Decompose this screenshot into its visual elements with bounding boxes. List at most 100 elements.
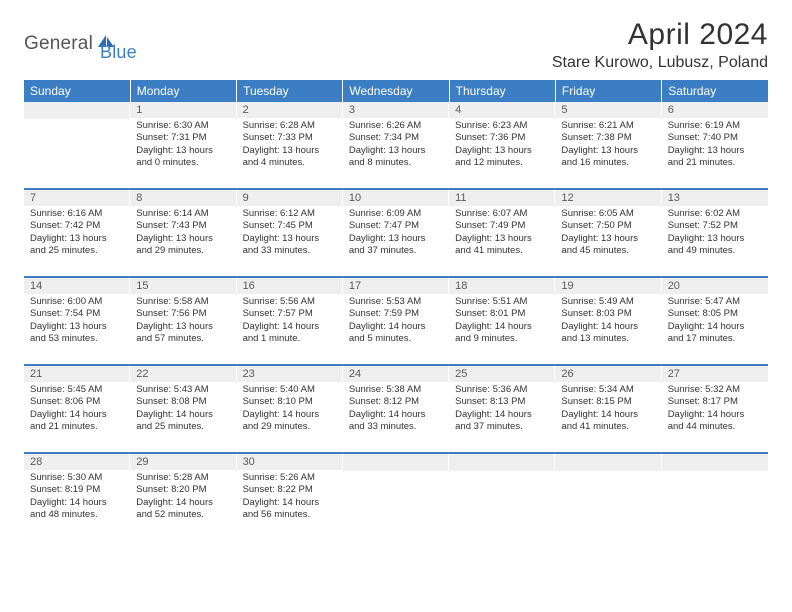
day-number: 30 xyxy=(237,454,343,470)
day-info: Sunrise: 5:49 AMSunset: 8:03 PMDaylight:… xyxy=(555,294,661,345)
sunset-text: Sunset: 7:33 PM xyxy=(243,132,337,144)
calendar-day-cell: 30Sunrise: 5:26 AMSunset: 8:22 PMDayligh… xyxy=(237,454,343,540)
sunrise-text: Sunrise: 5:38 AM xyxy=(349,384,443,396)
day-info: Sunrise: 6:28 AMSunset: 7:33 PMDaylight:… xyxy=(237,118,343,169)
daylight-text: Daylight: 13 hours and 25 minutes. xyxy=(30,233,124,258)
calendar-day-cell: 6Sunrise: 6:19 AMSunset: 7:40 PMDaylight… xyxy=(662,102,768,188)
daylight-text: Daylight: 13 hours and 37 minutes. xyxy=(349,233,443,258)
sunrise-text: Sunrise: 6:26 AM xyxy=(349,120,443,132)
sunrise-text: Sunrise: 5:53 AM xyxy=(349,296,443,308)
daylight-text: Daylight: 14 hours and 1 minute. xyxy=(243,321,337,346)
daylight-text: Daylight: 14 hours and 37 minutes. xyxy=(455,409,549,434)
sunrise-text: Sunrise: 5:47 AM xyxy=(668,296,762,308)
daylight-text: Daylight: 14 hours and 13 minutes. xyxy=(561,321,655,346)
calendar-table: Sunday Monday Tuesday Wednesday Thursday… xyxy=(24,80,768,540)
daylight-text: Daylight: 13 hours and 8 minutes. xyxy=(349,145,443,170)
weekday-header: Sunday xyxy=(24,80,130,102)
day-info: Sunrise: 6:21 AMSunset: 7:38 PMDaylight:… xyxy=(555,118,661,169)
weekday-header: Saturday xyxy=(662,80,768,102)
sunrise-text: Sunrise: 6:00 AM xyxy=(30,296,124,308)
sunset-text: Sunset: 8:12 PM xyxy=(349,396,443,408)
day-number: 26 xyxy=(555,366,661,382)
sunset-text: Sunset: 8:20 PM xyxy=(136,484,230,496)
sunset-text: Sunset: 7:57 PM xyxy=(243,308,337,320)
calendar-day-cell xyxy=(662,454,768,540)
sunrise-text: Sunrise: 5:49 AM xyxy=(561,296,655,308)
sunrise-text: Sunrise: 6:14 AM xyxy=(136,208,230,220)
sunset-text: Sunset: 7:42 PM xyxy=(30,220,124,232)
sunset-text: Sunset: 7:59 PM xyxy=(349,308,443,320)
calendar-day-cell: 14Sunrise: 6:00 AMSunset: 7:54 PMDayligh… xyxy=(24,278,130,364)
daylight-text: Daylight: 14 hours and 21 minutes. xyxy=(30,409,124,434)
day-info: Sunrise: 6:00 AMSunset: 7:54 PMDaylight:… xyxy=(24,294,130,345)
sunset-text: Sunset: 7:36 PM xyxy=(455,132,549,144)
weekday-header-row: Sunday Monday Tuesday Wednesday Thursday… xyxy=(24,80,768,102)
day-number xyxy=(24,102,130,119)
calendar-day-cell: 9Sunrise: 6:12 AMSunset: 7:45 PMDaylight… xyxy=(237,190,343,276)
daylight-text: Daylight: 14 hours and 44 minutes. xyxy=(668,409,762,434)
day-number: 18 xyxy=(449,278,555,294)
daylight-text: Daylight: 14 hours and 17 minutes. xyxy=(668,321,762,346)
day-info: Sunrise: 6:09 AMSunset: 7:47 PMDaylight:… xyxy=(343,206,449,257)
sunset-text: Sunset: 7:38 PM xyxy=(561,132,655,144)
sunrise-text: Sunrise: 6:19 AM xyxy=(668,120,762,132)
sunset-text: Sunset: 8:15 PM xyxy=(561,396,655,408)
day-info: Sunrise: 6:19 AMSunset: 7:40 PMDaylight:… xyxy=(662,118,768,169)
daylight-text: Daylight: 13 hours and 41 minutes. xyxy=(455,233,549,258)
weekday-header: Thursday xyxy=(449,80,555,102)
sunrise-text: Sunrise: 6:02 AM xyxy=(668,208,762,220)
sunset-text: Sunset: 8:10 PM xyxy=(243,396,337,408)
sunset-text: Sunset: 7:49 PM xyxy=(455,220,549,232)
daylight-text: Daylight: 14 hours and 5 minutes. xyxy=(349,321,443,346)
sunrise-text: Sunrise: 5:36 AM xyxy=(455,384,549,396)
day-info: Sunrise: 6:02 AMSunset: 7:52 PMDaylight:… xyxy=(662,206,768,257)
sunrise-text: Sunrise: 6:12 AM xyxy=(243,208,337,220)
sunrise-text: Sunrise: 5:32 AM xyxy=(668,384,762,396)
sunrise-text: Sunrise: 5:56 AM xyxy=(243,296,337,308)
calendar-day-cell: 11 Sunrise: 6:07 AMSunset: 7:49 PMDayligh… xyxy=(449,190,555,276)
day-number: 29 xyxy=(130,454,236,470)
sunrise-text: Sunrise: 6:30 AM xyxy=(136,120,230,132)
sunset-text: Sunset: 7:34 PM xyxy=(349,132,443,144)
day-number: 2 xyxy=(237,102,343,118)
calendar-week-row: 7Sunrise: 6:16 AMSunset: 7:42 PMDaylight… xyxy=(24,190,768,276)
day-info: Sunrise: 5:56 AMSunset: 7:57 PMDaylight:… xyxy=(237,294,343,345)
daylight-text: Daylight: 14 hours and 41 minutes. xyxy=(561,409,655,434)
day-number xyxy=(343,454,449,471)
day-info: Sunrise: 6:26 AMSunset: 7:34 PMDaylight:… xyxy=(343,118,449,169)
day-info: Sunrise: 6:30 AMSunset: 7:31 PMDaylight:… xyxy=(130,118,236,169)
sunset-text: Sunset: 8:22 PM xyxy=(243,484,337,496)
day-number: 11 xyxy=(449,190,555,206)
day-number: 22 xyxy=(130,366,236,382)
day-info: Sunrise: 5:53 AMSunset: 7:59 PMDaylight:… xyxy=(343,294,449,345)
daylight-text: Daylight: 13 hours and 57 minutes. xyxy=(136,321,230,346)
sunrise-text: Sunrise: 6:07 AM xyxy=(455,208,549,220)
day-number: 3 xyxy=(343,102,449,118)
sunrise-text: Sunrise: 5:45 AM xyxy=(30,384,124,396)
day-number: 7 xyxy=(24,190,130,206)
daylight-text: Daylight: 13 hours and 49 minutes. xyxy=(668,233,762,258)
day-number: 5 xyxy=(555,102,661,118)
calendar-day-cell: 5Sunrise: 6:21 AMSunset: 7:38 PMDaylight… xyxy=(555,102,661,188)
daylight-text: Daylight: 13 hours and 0 minutes. xyxy=(136,145,230,170)
calendar-day-cell xyxy=(449,454,555,540)
calendar-day-cell xyxy=(555,454,661,540)
day-number: 16 xyxy=(237,278,343,294)
calendar-day-cell: 29Sunrise: 5:28 AMSunset: 8:20 PMDayligh… xyxy=(130,454,236,540)
sunrise-text: Sunrise: 5:30 AM xyxy=(30,472,124,484)
day-info: Sunrise: 5:36 AMSunset: 8:13 PMDaylight:… xyxy=(449,382,555,433)
sunset-text: Sunset: 7:43 PM xyxy=(136,220,230,232)
logo-text-general: General xyxy=(24,33,93,55)
daylight-text: Daylight: 13 hours and 29 minutes. xyxy=(136,233,230,258)
day-number: 4 xyxy=(449,102,555,118)
day-number: 6 xyxy=(662,102,768,118)
sunset-text: Sunset: 8:05 PM xyxy=(668,308,762,320)
day-info: Sunrise: 5:51 AMSunset: 8:01 PMDaylight:… xyxy=(449,294,555,345)
daylight-text: Daylight: 14 hours and 9 minutes. xyxy=(455,321,549,346)
location-text: Stare Kurowo, Lubusz, Poland xyxy=(552,54,768,72)
calendar-day-cell: 28Sunrise: 5:30 AMSunset: 8:19 PMDayligh… xyxy=(24,454,130,540)
daylight-text: Daylight: 14 hours and 25 minutes. xyxy=(136,409,230,434)
calendar-day-cell: 22Sunrise: 5:43 AMSunset: 8:08 PMDayligh… xyxy=(130,366,236,452)
day-number: 14 xyxy=(24,278,130,294)
day-info: Sunrise: 5:38 AMSunset: 8:12 PMDaylight:… xyxy=(343,382,449,433)
